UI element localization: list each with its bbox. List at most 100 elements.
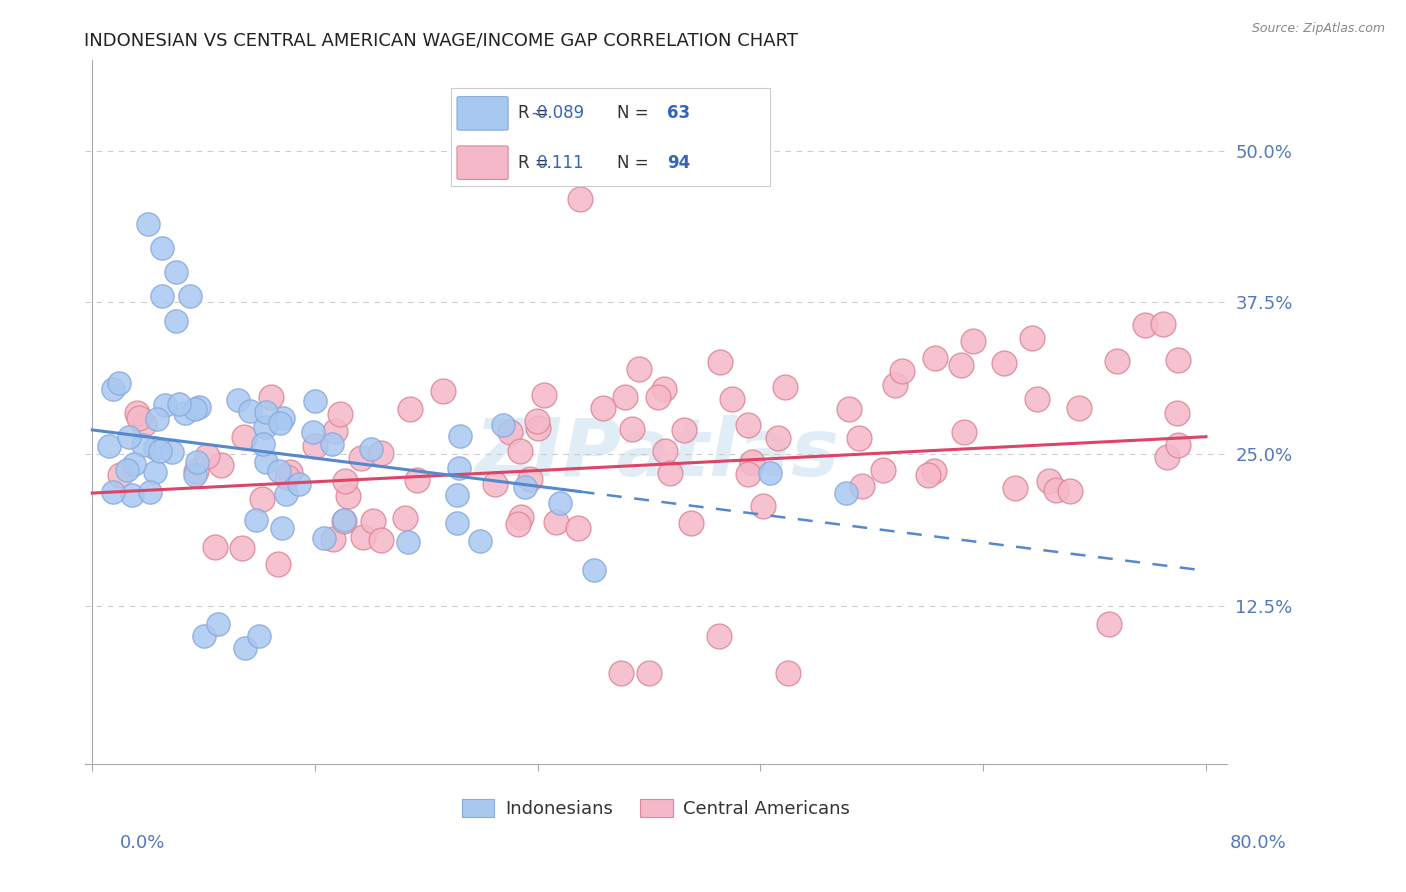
Point xyxy=(278,465,301,479)
Point xyxy=(508,516,530,531)
Text: Source: ZipAtlas.com: Source: ZipAtlas.com xyxy=(1251,22,1385,36)
Point xyxy=(399,402,422,417)
Point xyxy=(654,444,676,458)
Point xyxy=(509,510,531,524)
Point xyxy=(658,466,681,480)
Point xyxy=(333,474,356,488)
Point xyxy=(270,521,292,535)
Text: 80.0%: 80.0% xyxy=(1230,834,1286,852)
Point xyxy=(405,473,427,487)
Point xyxy=(321,437,343,451)
Point xyxy=(778,665,800,680)
Point xyxy=(1167,352,1189,367)
Point xyxy=(672,424,695,438)
Point xyxy=(758,466,780,480)
Point xyxy=(101,484,124,499)
Point xyxy=(519,472,541,486)
Point xyxy=(149,443,172,458)
Point xyxy=(924,464,946,478)
Point xyxy=(337,490,360,504)
Point xyxy=(247,629,270,643)
Point xyxy=(396,535,419,549)
Point xyxy=(884,378,907,392)
Point xyxy=(446,488,468,502)
Point xyxy=(679,144,702,158)
Point xyxy=(128,411,150,425)
Point xyxy=(1026,392,1049,406)
Point xyxy=(288,476,311,491)
Point xyxy=(269,416,291,430)
Point xyxy=(1004,481,1026,495)
Point xyxy=(162,445,184,459)
Point xyxy=(1105,354,1128,368)
Point xyxy=(432,384,454,399)
Point xyxy=(350,450,373,465)
Point xyxy=(515,480,537,494)
Text: ZIPatlas: ZIPatlas xyxy=(474,415,838,493)
Point xyxy=(447,461,470,475)
Point xyxy=(322,532,344,546)
Point xyxy=(492,418,515,433)
Point xyxy=(150,241,173,255)
Point xyxy=(1167,437,1189,451)
Point xyxy=(250,491,273,506)
Point xyxy=(146,412,169,426)
Point xyxy=(370,445,392,459)
Point xyxy=(526,414,548,428)
Point xyxy=(851,479,873,493)
Point xyxy=(1059,484,1081,499)
Point xyxy=(1156,450,1178,464)
Text: 0.0%: 0.0% xyxy=(120,834,165,852)
Point xyxy=(304,439,326,453)
Point xyxy=(274,487,297,501)
Point xyxy=(613,390,636,404)
Point xyxy=(117,430,139,444)
Point xyxy=(97,439,120,453)
Point xyxy=(610,665,633,680)
Point xyxy=(526,420,548,434)
Point xyxy=(654,382,676,396)
Point xyxy=(583,563,606,577)
Point xyxy=(302,425,325,439)
Point xyxy=(592,401,614,415)
Point xyxy=(737,417,759,432)
Point xyxy=(446,516,468,530)
Point xyxy=(509,443,531,458)
Point xyxy=(139,485,162,500)
Point xyxy=(838,401,860,416)
Point xyxy=(209,458,232,472)
Point xyxy=(260,390,283,404)
Point xyxy=(952,425,974,439)
Point xyxy=(709,355,731,369)
Point xyxy=(752,500,775,514)
Point xyxy=(737,467,759,481)
Point xyxy=(115,462,138,476)
Point xyxy=(245,513,267,527)
Point xyxy=(121,488,143,502)
Point xyxy=(273,410,295,425)
Point xyxy=(363,515,385,529)
Point xyxy=(184,468,207,483)
Point xyxy=(103,382,125,396)
Legend: Indonesians, Central Americans: Indonesians, Central Americans xyxy=(454,791,858,825)
Point xyxy=(962,334,984,348)
Point xyxy=(195,450,218,464)
Point xyxy=(370,533,392,548)
Point xyxy=(132,438,155,452)
Point xyxy=(834,486,856,500)
Point xyxy=(332,514,354,528)
Point xyxy=(184,464,207,478)
Point xyxy=(1045,483,1067,497)
Point xyxy=(1038,474,1060,488)
Point xyxy=(332,513,354,527)
Point xyxy=(179,289,201,303)
Point xyxy=(186,455,208,469)
Point xyxy=(533,388,555,402)
Point xyxy=(329,407,352,421)
Point xyxy=(1133,318,1156,333)
Point xyxy=(252,436,274,450)
Point xyxy=(468,533,491,548)
Point xyxy=(1166,405,1188,419)
Point xyxy=(254,455,277,469)
Point xyxy=(647,390,669,404)
